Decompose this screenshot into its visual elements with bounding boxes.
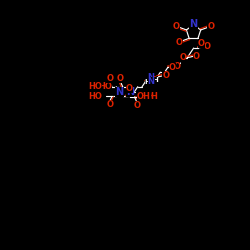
Text: O: O <box>176 38 182 46</box>
Text: N: N <box>126 86 134 97</box>
Text: O: O <box>180 53 186 62</box>
Text: O: O <box>162 71 170 80</box>
Text: O: O <box>117 74 124 83</box>
Text: OH: OH <box>144 92 158 102</box>
Text: O: O <box>192 52 200 61</box>
Text: O: O <box>151 76 158 85</box>
Text: H: H <box>152 77 158 83</box>
Text: O: O <box>198 39 205 48</box>
Text: N: N <box>116 86 124 97</box>
Text: O: O <box>203 42 210 51</box>
Text: O: O <box>106 74 113 83</box>
Text: O: O <box>173 22 180 31</box>
Text: HO: HO <box>98 82 112 91</box>
Text: N: N <box>148 78 155 86</box>
Text: O: O <box>207 22 214 31</box>
Text: HO: HO <box>88 82 102 91</box>
Text: O: O <box>106 100 113 109</box>
Text: HO: HO <box>88 92 102 101</box>
Text: OH: OH <box>137 92 150 101</box>
Text: O: O <box>173 62 180 70</box>
Text: O: O <box>169 63 176 72</box>
Text: O: O <box>133 100 140 110</box>
Text: O: O <box>126 84 133 93</box>
Text: H: H <box>144 79 150 85</box>
Text: N: N <box>147 72 154 82</box>
Text: N: N <box>190 19 198 29</box>
